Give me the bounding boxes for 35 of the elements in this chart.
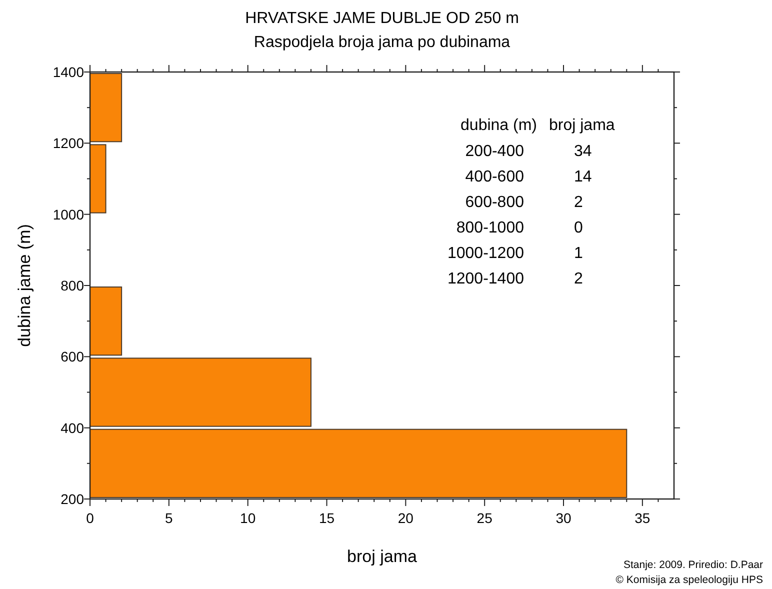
annotation: 400-600: [465, 168, 524, 186]
x-tick-label: 15: [318, 510, 335, 526]
x-tick-label: 30: [556, 510, 572, 526]
x-tick-label: 10: [240, 510, 256, 526]
y-tick-label: 1400: [52, 64, 84, 80]
annotation: 14: [574, 168, 592, 186]
annotation: 2: [574, 270, 583, 288]
annotation: 1: [574, 245, 583, 262]
y-axis-title: dubina jame (m): [15, 224, 34, 347]
y-tick-label: 1200: [52, 135, 84, 152]
y-tick-label: 200: [60, 491, 84, 507]
y-tick-label: 400: [60, 420, 84, 436]
y-tick-label: 600: [60, 348, 84, 365]
annotation: broj jama: [549, 117, 615, 134]
x-tick-label: 20: [398, 510, 414, 526]
chart-subtitle: Raspodjela broja jama po dubinama: [254, 34, 510, 51]
x-tick-label: 5: [165, 510, 174, 526]
annotation: 600-800: [465, 194, 524, 211]
annotation: 2: [574, 194, 583, 211]
annotation: dubina (m): [460, 117, 537, 134]
text: Stanje: 2009. Priredio: D.Paar: [624, 559, 764, 571]
x-tick-label: 35: [634, 510, 650, 526]
x-tick-label: 0: [86, 510, 94, 526]
annotation: 0: [574, 220, 583, 236]
chart-title: HRVATSKE JAME DUBLJE OD 250 m: [245, 10, 519, 27]
annotation: 1200-1400: [447, 270, 524, 288]
x-tick-label: 25: [476, 510, 493, 526]
annotation: 1000-1200: [447, 245, 524, 262]
annotation: 800-1000: [456, 220, 524, 236]
annotation: 34: [574, 143, 592, 160]
x-axis-title: broj jama: [347, 547, 418, 566]
text: © Komisija za speleologiju HPS: [616, 574, 763, 586]
y-tick-label: 1000: [52, 206, 84, 222]
y-tick-label: 800: [60, 278, 84, 294]
annotation: 200-400: [465, 143, 524, 160]
